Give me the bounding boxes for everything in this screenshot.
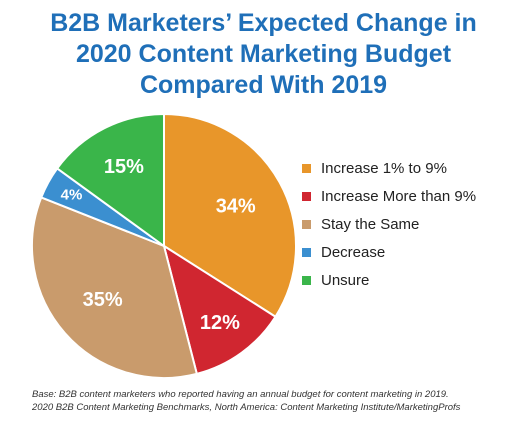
pie-slice-increase-more-than-9 xyxy=(162,243,277,376)
legend-item-increase-more-9: Increase More than 9% xyxy=(302,182,522,210)
legend-label: Increase 1% to 9% xyxy=(321,159,447,177)
legend-label: Increase More than 9% xyxy=(321,187,477,205)
footnote-source: 2020 B2B Content Marketing Benchmarks, N… xyxy=(32,402,461,413)
legend-label: Stay the Same xyxy=(321,215,420,233)
chart-legend: Increase 1% to 9% Increase More than 9% … xyxy=(302,154,522,294)
pie-slice-unsure xyxy=(55,112,165,248)
pie-slice-stay-the-same xyxy=(31,196,199,379)
chart-title-line-1: B2B Marketers’ Expected Change in xyxy=(50,9,477,37)
chart-title-line-3: Compared With 2019 xyxy=(139,71,388,99)
pie-data-label: 35% xyxy=(83,289,123,311)
footnote-base: Base: B2B content marketers who reported… xyxy=(32,389,449,400)
footnote: Base: B2B content marketers who reported… xyxy=(32,388,522,414)
chart-title: B2B Marketers’ Expected Change in 2020 C… xyxy=(0,8,527,101)
legend-swatch xyxy=(302,191,311,201)
pie-data-label: 15% xyxy=(104,156,144,178)
chart-title-line-2: 2020 Content Marketing Budget xyxy=(75,40,452,68)
legend-swatch xyxy=(302,219,311,229)
legend-swatch xyxy=(302,163,311,173)
pie-data-label: 34% xyxy=(216,196,256,218)
legend-item-stay-the-same: Stay the Same xyxy=(302,210,522,238)
legend-swatch xyxy=(302,247,311,257)
legend-item-increase-1-9: Increase 1% to 9% xyxy=(302,154,522,182)
pie-data-label: 4% xyxy=(61,187,83,204)
pie-data-label: 12% xyxy=(200,312,240,334)
legend-label: Unsure xyxy=(321,271,370,289)
legend-label: Decrease xyxy=(321,243,386,261)
legend-swatch xyxy=(302,275,311,285)
legend-item-decrease: Decrease xyxy=(302,238,522,266)
legend-item-unsure: Unsure xyxy=(302,266,522,294)
